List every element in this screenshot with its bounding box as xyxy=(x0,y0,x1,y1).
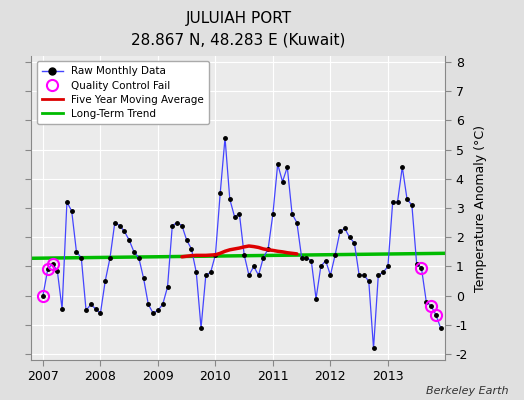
Y-axis label: Temperature Anomaly (°C): Temperature Anomaly (°C) xyxy=(474,124,487,292)
Legend: Raw Monthly Data, Quality Control Fail, Five Year Moving Average, Long-Term Tren: Raw Monthly Data, Quality Control Fail, … xyxy=(37,61,209,124)
Text: Berkeley Earth: Berkeley Earth xyxy=(426,386,508,396)
Title: JULUIAH PORT
28.867 N, 48.283 E (Kuwait): JULUIAH PORT 28.867 N, 48.283 E (Kuwait) xyxy=(131,11,346,48)
